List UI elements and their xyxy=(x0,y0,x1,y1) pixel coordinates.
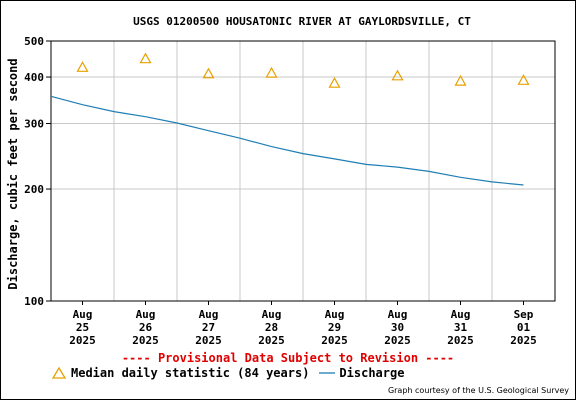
usgs-credit: Graph courtesy of the U.S. Geological Su… xyxy=(387,386,569,395)
median-marker xyxy=(328,76,341,88)
x-tick-label: Aug 28 2025 xyxy=(258,308,285,346)
x-tick-label-line: 28 xyxy=(265,321,278,334)
x-tick-label-line: Aug xyxy=(199,308,219,321)
x-tick-label-line: 2025 xyxy=(69,334,96,346)
y-tick-label: 100 xyxy=(24,295,44,308)
x-tick-label-line: 2025 xyxy=(132,334,159,346)
x-tick-label: Sep 01 2025 xyxy=(510,308,537,346)
x-tick-label-line: Aug xyxy=(325,308,345,321)
x-tick-label-line: Aug xyxy=(136,308,156,321)
median-marker xyxy=(454,74,467,86)
x-tick-label-line: 26 xyxy=(139,321,153,334)
median-marker xyxy=(391,69,404,81)
provisional-data-note: ---- Provisional Data Subject to Revisio… xyxy=(121,351,455,365)
chart-legend: Median daily statistic (84 years) Discha… xyxy=(51,366,404,380)
x-tick-label-line: 2025 xyxy=(321,334,348,346)
x-tick-label-line: 25 xyxy=(76,321,89,334)
median-triangle-icon xyxy=(51,367,67,379)
x-tick-label-line: 29 xyxy=(328,321,341,334)
x-tick-label-line: Aug xyxy=(388,308,408,321)
x-tick-label-line: Sep xyxy=(514,308,534,321)
x-tick-label: Aug 29 2025 xyxy=(321,308,348,346)
y-tick-label: 200 xyxy=(24,183,44,196)
x-tick-label-line: 30 xyxy=(391,321,404,334)
y-tick-label: 500 xyxy=(24,35,44,48)
median-marker xyxy=(76,61,89,72)
plot-border xyxy=(50,40,556,302)
median-marker xyxy=(202,67,215,79)
median-marker xyxy=(139,52,152,64)
x-tick-label: Aug 30 2025 xyxy=(384,308,411,346)
x-tick-label-line: 2025 xyxy=(195,334,222,346)
x-tick-label-line: 2025 xyxy=(510,334,537,346)
x-tick-label-line: Aug xyxy=(262,308,282,321)
x-tick-label: Aug 27 2025 xyxy=(195,308,222,346)
median-marker xyxy=(265,66,278,78)
x-tick-label-line: 01 xyxy=(517,321,531,334)
legend-median-label: Median daily statistic (84 years) xyxy=(71,366,310,380)
x-tick-label-line: 31 xyxy=(454,321,468,334)
chart-title: USGS 01200500 HOUSATONIC RIVER AT GAYLOR… xyxy=(133,15,471,28)
x-tick-label-line: Aug xyxy=(73,308,93,321)
discharge-line xyxy=(50,95,524,186)
discharge-chart: USGS 01200500 HOUSATONIC RIVER AT GAYLOR… xyxy=(6,15,556,346)
x-tick-label-line: 2025 xyxy=(258,334,285,346)
y-tick-label: 300 xyxy=(24,118,44,131)
x-tick-label-line: 2025 xyxy=(384,334,411,346)
discharge-line-icon xyxy=(319,372,336,374)
median-marker xyxy=(517,74,530,85)
y-tick-label: 400 xyxy=(24,71,44,84)
x-tick-label: Aug 31 2025 xyxy=(447,308,474,346)
legend-discharge-label: Discharge xyxy=(339,366,405,380)
x-tick-label-line: Aug xyxy=(451,308,471,321)
x-tick-label-line: 27 xyxy=(202,321,215,334)
x-tick-label-line: 2025 xyxy=(447,334,474,346)
x-tick-label: Aug 25 2025 xyxy=(69,308,96,346)
x-tick-label: Aug 26 2025 xyxy=(132,308,159,346)
y-axis-label: Discharge, cubic feet per second xyxy=(6,58,20,289)
